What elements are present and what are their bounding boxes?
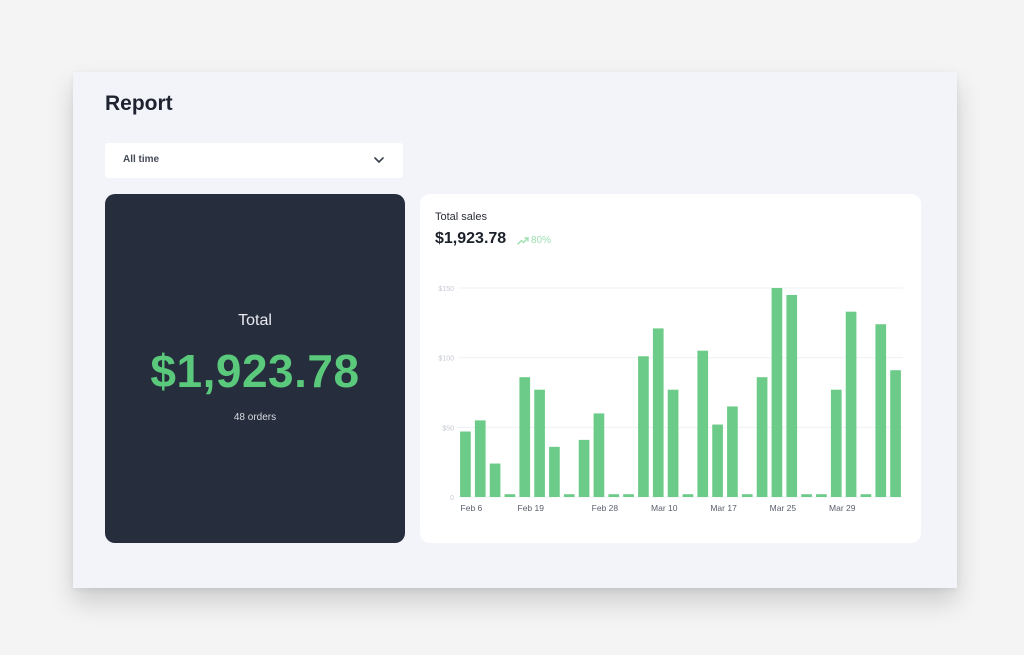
chart-bar[interactable] bbox=[504, 494, 516, 497]
chart-bar[interactable] bbox=[460, 431, 471, 497]
sales-title: Total sales bbox=[435, 211, 487, 223]
time-range-value: All time bbox=[123, 154, 160, 165]
chart-bar[interactable] bbox=[519, 377, 531, 497]
chart-bar[interactable] bbox=[563, 494, 575, 497]
chart-bar[interactable] bbox=[741, 494, 753, 497]
chart-bar[interactable] bbox=[890, 370, 901, 497]
sales-bar-chart: 0 $50 $100 $150 Feb 6 Feb 19 Feb 28 Mar 10 Mar 1… bbox=[438, 286, 903, 513]
x-tick-label: Feb 19 bbox=[518, 503, 545, 513]
chart-bar[interactable] bbox=[489, 463, 501, 497]
x-tick-label: Feb 6 bbox=[461, 503, 483, 513]
x-tick-label: Mar 29 bbox=[829, 503, 856, 513]
chart-bar[interactable] bbox=[682, 494, 694, 497]
chart-bar[interactable] bbox=[816, 494, 827, 497]
chart-bar[interactable] bbox=[638, 356, 649, 497]
chart-bar[interactable] bbox=[474, 420, 486, 497]
trend-up-icon bbox=[517, 236, 529, 245]
chart-bar[interactable] bbox=[593, 413, 605, 497]
chart-bar[interactable] bbox=[801, 494, 812, 497]
chart-bar[interactable] bbox=[756, 377, 768, 497]
report-window: Report All time Total $1,923.78 48 order… bbox=[73, 72, 957, 588]
chart-bar[interactable] bbox=[578, 439, 590, 497]
page-title: Report bbox=[105, 92, 173, 115]
chart-bar[interactable] bbox=[860, 494, 872, 497]
total-sales-card: Total sales $1,923.78 80% 0 $50 $100 $150 Fe… bbox=[420, 194, 921, 543]
y-tick-label: $150 bbox=[438, 286, 454, 293]
trend-percent: 80% bbox=[531, 234, 552, 246]
chart-bar[interactable] bbox=[786, 294, 798, 497]
chart-bar[interactable] bbox=[712, 424, 723, 497]
chart-bar[interactable] bbox=[845, 311, 857, 497]
chart-bar[interactable] bbox=[652, 328, 664, 497]
total-label: Total bbox=[238, 312, 272, 329]
total-card: Total $1,923.78 48 orders bbox=[105, 194, 405, 543]
chart-bar[interactable] bbox=[875, 324, 887, 497]
total-amount: $1,923.78 bbox=[150, 345, 360, 397]
chart-bar[interactable] bbox=[830, 389, 842, 497]
y-tick-label: $100 bbox=[438, 356, 454, 363]
chart-bar[interactable] bbox=[608, 494, 620, 497]
sales-amount: $1,923.78 bbox=[435, 230, 507, 247]
chart-bar[interactable] bbox=[623, 494, 634, 497]
chart-bar[interactable] bbox=[771, 288, 783, 497]
x-tick-label: Mar 17 bbox=[710, 503, 737, 513]
chart-bar[interactable] bbox=[534, 389, 545, 497]
orders-count: 48 orders bbox=[233, 412, 277, 423]
chevron-down-icon bbox=[374, 157, 384, 163]
y-tick-label: $50 bbox=[442, 425, 454, 432]
trend-badge: 80% bbox=[517, 234, 551, 246]
x-tick-label: Feb 28 bbox=[592, 503, 619, 513]
y-tick-label: 0 bbox=[450, 495, 454, 502]
x-tick-label: Mar 25 bbox=[770, 503, 797, 513]
time-range-select[interactable]: All time bbox=[105, 143, 403, 178]
chart-bar[interactable] bbox=[727, 406, 738, 497]
chart-bar[interactable] bbox=[667, 389, 679, 497]
x-tick-label: Mar 10 bbox=[651, 503, 678, 513]
chart-bar[interactable] bbox=[697, 350, 709, 497]
chart-bar[interactable] bbox=[549, 446, 560, 497]
